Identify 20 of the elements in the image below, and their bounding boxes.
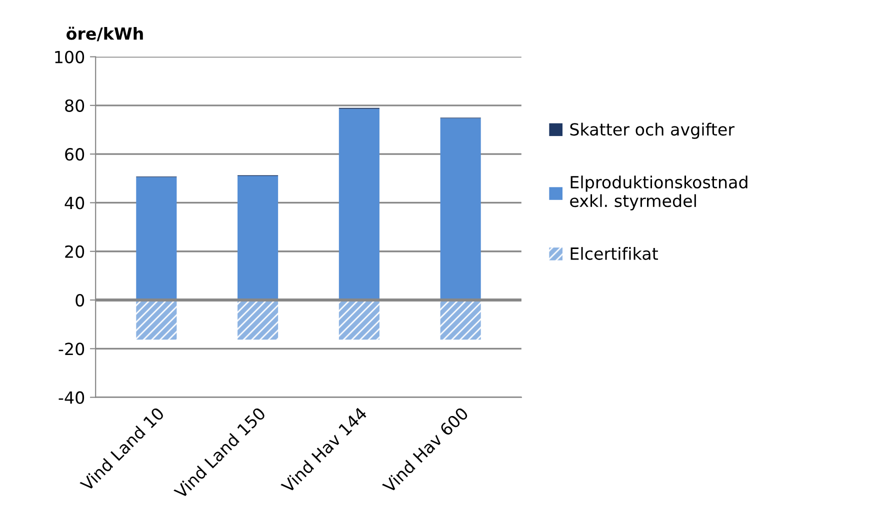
bar: [238, 176, 278, 300]
bar: [440, 118, 481, 300]
bar: [136, 300, 177, 340]
bar: [440, 300, 481, 340]
bar: [238, 300, 278, 340]
y-tick-label: 20: [65, 245, 84, 258]
y-tick-label: -20: [58, 342, 84, 356]
y-tick-label: -40: [58, 391, 84, 404]
bar: [136, 177, 177, 300]
bar: [338, 300, 380, 340]
bar: [338, 108, 380, 300]
y-tick-label: 80: [65, 99, 84, 112]
y-tick-label: 100: [55, 50, 84, 64]
y-tick-label: 0: [76, 294, 84, 307]
legend-label: Elproduktionskostnad exkl. styrmedel: [570, 176, 748, 210]
y-tick-label: 60: [65, 148, 84, 161]
legend-label: Skatter och avgifter: [570, 122, 735, 139]
y-axis-title: öre/kWh: [66, 26, 143, 42]
legend-label: Elcertifikat: [570, 247, 658, 260]
y-tick-label: 40: [64, 196, 84, 210]
